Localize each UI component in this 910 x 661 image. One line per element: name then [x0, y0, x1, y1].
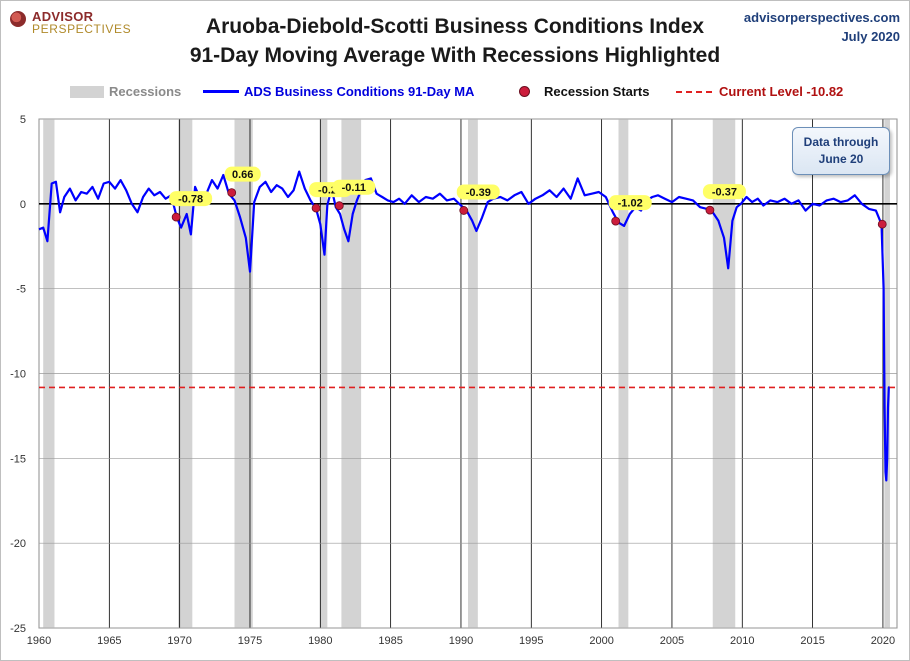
data-label-bg	[169, 191, 213, 207]
note-line2: June 20	[818, 152, 864, 166]
x-tick-label: 1960	[27, 635, 51, 647]
recession-start-marker	[705, 205, 715, 215]
legend-item-starts: Recession Starts	[505, 84, 650, 99]
legend-label-line: ADS Business Conditions 91-Day MA	[244, 84, 475, 99]
y-tick-label: -15	[10, 453, 26, 465]
marker-swatch	[519, 86, 530, 97]
data-label-bg	[456, 184, 500, 200]
recession-start-marker	[334, 201, 344, 211]
legend-label-starts: Recession Starts	[544, 84, 650, 99]
line-swatch	[203, 90, 239, 93]
recession-start-marker	[227, 188, 237, 198]
legend-label-current: Current Level -10.82	[719, 84, 844, 99]
source-block: advisorperspectives.com July 2020	[744, 8, 900, 46]
y-tick-label: 5	[20, 114, 26, 126]
y-tick-label: -5	[16, 284, 26, 296]
chart-title-line2: 91-Day Moving Average With Recessions Hi…	[189, 44, 721, 67]
x-tick-label: 1980	[308, 635, 332, 647]
data-through-note: Data through June 20	[792, 127, 890, 175]
y-tick-label: -20	[10, 538, 26, 550]
legend-item-current: Current Level -10.82	[676, 84, 843, 99]
logo-subname: PERSPECTIVES	[32, 22, 132, 36]
x-tick-label: 1965	[97, 635, 121, 647]
recession-start-marker	[311, 203, 321, 213]
source-date: July 2020	[841, 29, 900, 44]
recession-start-marker	[171, 212, 181, 222]
data-label: -0.37	[712, 187, 737, 199]
x-tick-label: 1990	[449, 635, 473, 647]
y-tick-label: -10	[10, 369, 26, 381]
data-label: 0.66	[232, 169, 253, 181]
note-line1: Data through	[803, 135, 879, 149]
legend-label-recessions: Recessions	[109, 84, 182, 99]
logo-name: ADVISOR	[32, 9, 94, 24]
data-label: -0.78	[178, 194, 203, 206]
x-tick-label: 2020	[871, 635, 895, 647]
x-tick-label: 2005	[660, 635, 684, 647]
source-site: advisorperspectives.com	[743, 10, 900, 25]
x-tick-label: 1970	[167, 635, 191, 647]
x-tick-label: 1985	[378, 635, 402, 647]
logo-mark-icon	[10, 11, 26, 27]
x-tick-label: 1975	[238, 635, 262, 647]
data-label: -0.11	[342, 182, 366, 194]
data-label: -0.39	[466, 187, 491, 199]
legend: Recessions ADS Business Conditions 91-Da…	[0, 84, 910, 102]
current-level-swatch	[676, 90, 712, 93]
recession-start-marker	[877, 219, 887, 229]
data-label-bg	[702, 184, 746, 200]
data-label: -1.02	[618, 198, 643, 210]
x-tick-label: 1995	[519, 635, 543, 647]
data-label-bg	[332, 179, 376, 195]
data-label-bg	[608, 195, 652, 211]
recession-start-marker	[459, 206, 469, 215]
x-tick-label: 2010	[730, 635, 754, 647]
recession-swatch	[70, 85, 104, 98]
ads-series-line	[38, 170, 890, 482]
y-tick-label: -25	[10, 623, 26, 635]
chart-title-line1: Aruoba-Diebold-Scotti Business Condition…	[205, 15, 705, 38]
x-tick-label: 2000	[589, 635, 613, 647]
recession-start-marker	[611, 216, 621, 226]
chart-title: Aruoba-Diebold-Scotti Business Condition…	[0, 12, 910, 70]
x-tick-label: 2015	[800, 635, 824, 647]
legend-item-line: ADS Business Conditions 91-Day MA	[203, 84, 474, 99]
y-tick-label: 0	[20, 199, 26, 211]
data-label-bg	[224, 166, 261, 182]
legend-item-recessions: Recessions	[70, 84, 181, 99]
